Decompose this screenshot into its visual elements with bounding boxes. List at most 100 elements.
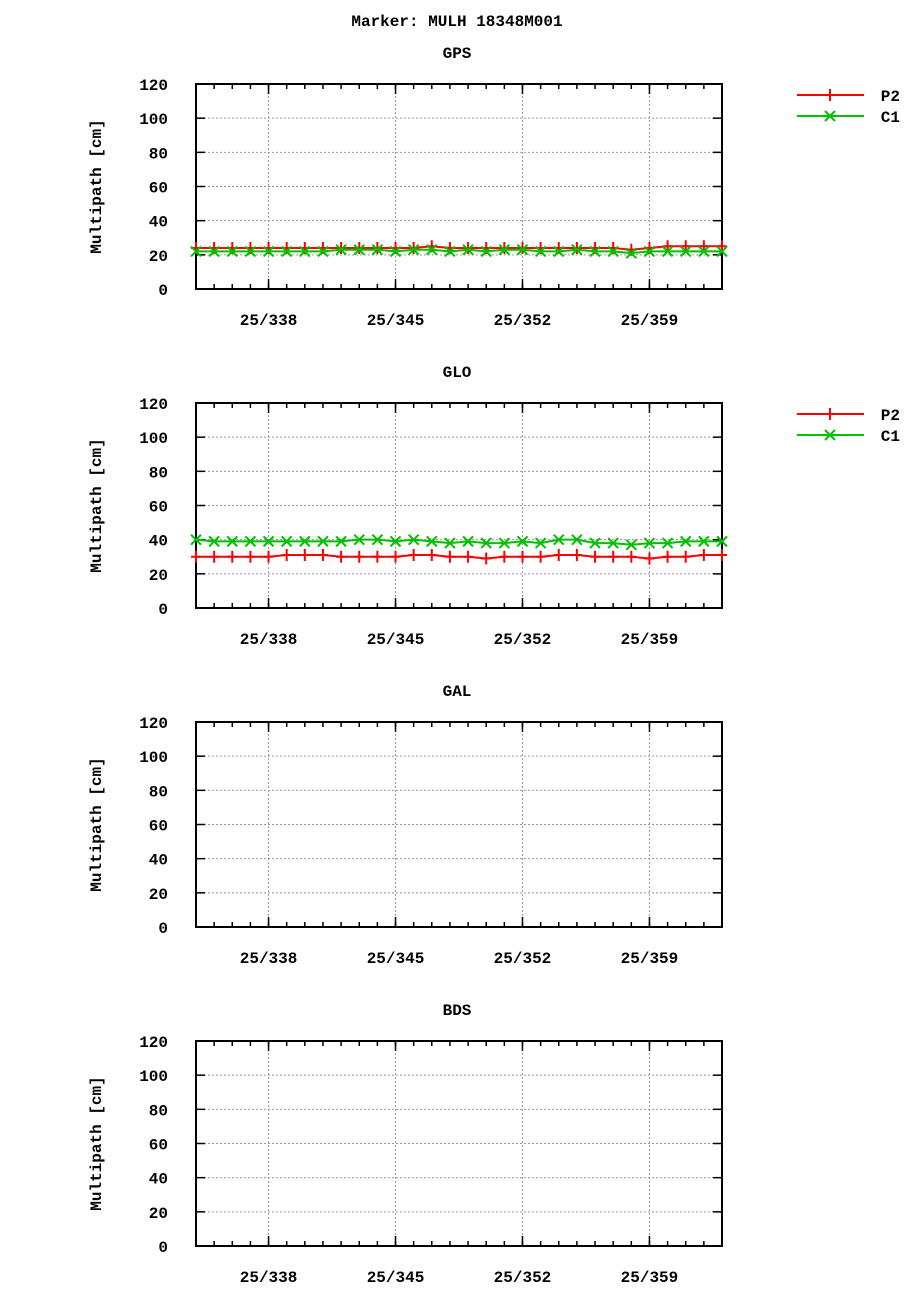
data-point-p2: [499, 242, 510, 254]
y-tick-label: 60: [149, 818, 168, 836]
data-point-c1: [625, 247, 638, 259]
data-point-p2: [463, 242, 474, 254]
legend-label-c1: C1: [881, 428, 900, 446]
data-point-c1: [643, 245, 656, 258]
x-tick-label: 25/345: [367, 312, 425, 330]
panel-bds: BDS 0 20 40 60 80 100 120 25/338 25/345 25/352 25/3…: [88, 1002, 723, 1287]
plot-frame: [195, 721, 723, 928]
data-point-c1: [280, 535, 293, 548]
x-tick-label: 25/338: [240, 1269, 298, 1287]
data-point-c1: [571, 244, 583, 256]
data-point-p2: [317, 549, 328, 562]
y-tick-label: 80: [149, 145, 168, 163]
legend-label-p2: P2: [881, 407, 900, 425]
y-tick-label: 60: [149, 180, 168, 198]
y-tick-label: 0: [158, 601, 168, 619]
data-point-p2: [590, 550, 601, 563]
data-point-c1: [462, 244, 474, 256]
data-point-c1: [317, 535, 329, 548]
x-tick-label: 25/345: [367, 631, 425, 649]
y-axis-label: Multipath [cm]: [88, 757, 106, 891]
panel-gal: GAL 0 20 40 60 80 100 120 25/338 25/345 25/352 25/3…: [88, 683, 723, 968]
data-point-p2: [517, 550, 528, 563]
legend-marker-p2: [825, 408, 835, 420]
data-point-c1: [643, 537, 656, 549]
data-point-c1: [208, 245, 220, 258]
data-point-c1: [371, 244, 384, 256]
data-point-p2: [481, 552, 492, 565]
data-point-p2: [354, 242, 365, 254]
data-point-c1: [262, 245, 275, 258]
data-point-p2: [281, 549, 292, 562]
x-tick-label: 25/352: [494, 950, 552, 968]
panel-title: BDS: [443, 1002, 472, 1020]
data-point-p2: [608, 550, 619, 563]
data-point-c1: [226, 535, 238, 548]
x-tick-label: 25/338: [240, 312, 298, 330]
data-point-c1: [244, 245, 257, 258]
y-tick-label: 100: [139, 430, 168, 448]
data-point-c1: [317, 245, 329, 258]
data-point-c1: [534, 245, 547, 258]
x-tick-label: 25/345: [367, 1269, 425, 1287]
plot-frame: [195, 1040, 723, 1247]
y-tick-label: 0: [158, 282, 168, 300]
y-tick-label: 120: [139, 396, 168, 414]
data-point-p2: [626, 550, 637, 563]
data-point-c1: [262, 535, 275, 548]
data-point-p2: [680, 550, 691, 563]
y-tick-label: 100: [139, 749, 168, 767]
x-tick-label: 25/359: [621, 631, 679, 649]
data-point-p2: [553, 549, 564, 562]
y-tick-label: 120: [139, 1034, 168, 1052]
data-point-c1: [553, 533, 565, 546]
y-tick-label: 40: [149, 1171, 168, 1189]
panel-gps: GPS 0 20 40 60 80 100 120 25/338 25/345 25/352 25/3…: [88, 45, 900, 330]
data-point-c1: [208, 535, 220, 548]
x-tick-label: 25/338: [240, 631, 298, 649]
data-point-c1: [444, 537, 456, 549]
data-point-p2: [408, 242, 419, 254]
data-point-c1: [534, 537, 547, 549]
data-point-c1: [407, 244, 420, 256]
data-point-p2: [408, 549, 419, 562]
legend-marker-c1: [824, 110, 836, 122]
data-point-p2: [517, 242, 528, 254]
data-point-c1: [516, 244, 529, 256]
y-tick-label: 0: [158, 1239, 168, 1257]
data-point-c1: [389, 245, 402, 258]
data-point-c1: [280, 245, 293, 258]
data-point-c1: [299, 245, 311, 258]
data-point-c1: [190, 533, 202, 546]
data-point-p2: [263, 550, 274, 563]
legend-label-c1: C1: [881, 109, 900, 127]
data-point-p2: [227, 550, 238, 563]
y-tick-label: 120: [139, 715, 168, 733]
y-tick-label: 80: [149, 1102, 168, 1120]
data-point-c1: [716, 245, 728, 258]
data-point-c1: [353, 244, 365, 256]
data-point-p2: [372, 550, 383, 563]
panel-glo: GLO 0 20 40 60 80 100 120 25/338 25/345 25/352 25/3…: [88, 364, 900, 649]
data-point-p2: [571, 549, 582, 562]
data-point-p2: [444, 550, 455, 563]
panel-title: GLO: [443, 364, 472, 382]
data-point-c1: [335, 244, 347, 256]
data-point-c1: [426, 535, 438, 548]
data-point-c1: [571, 533, 583, 546]
legend-marker-p2: [825, 89, 835, 101]
data-point-p2: [336, 550, 347, 563]
data-point-p2: [717, 549, 727, 562]
x-tick-label: 25/359: [621, 312, 679, 330]
data-point-c1: [190, 245, 202, 258]
y-axis-label: Multipath [cm]: [88, 438, 106, 572]
y-tick-label: 80: [149, 783, 168, 801]
panel-title: GAL: [443, 683, 472, 701]
x-tick-label: 25/338: [240, 950, 298, 968]
data-point-c1: [480, 245, 492, 258]
y-tick-label: 100: [139, 1068, 168, 1086]
y-tick-label: 40: [149, 214, 168, 232]
data-point-c1: [407, 533, 420, 546]
data-point-p2: [245, 550, 256, 563]
